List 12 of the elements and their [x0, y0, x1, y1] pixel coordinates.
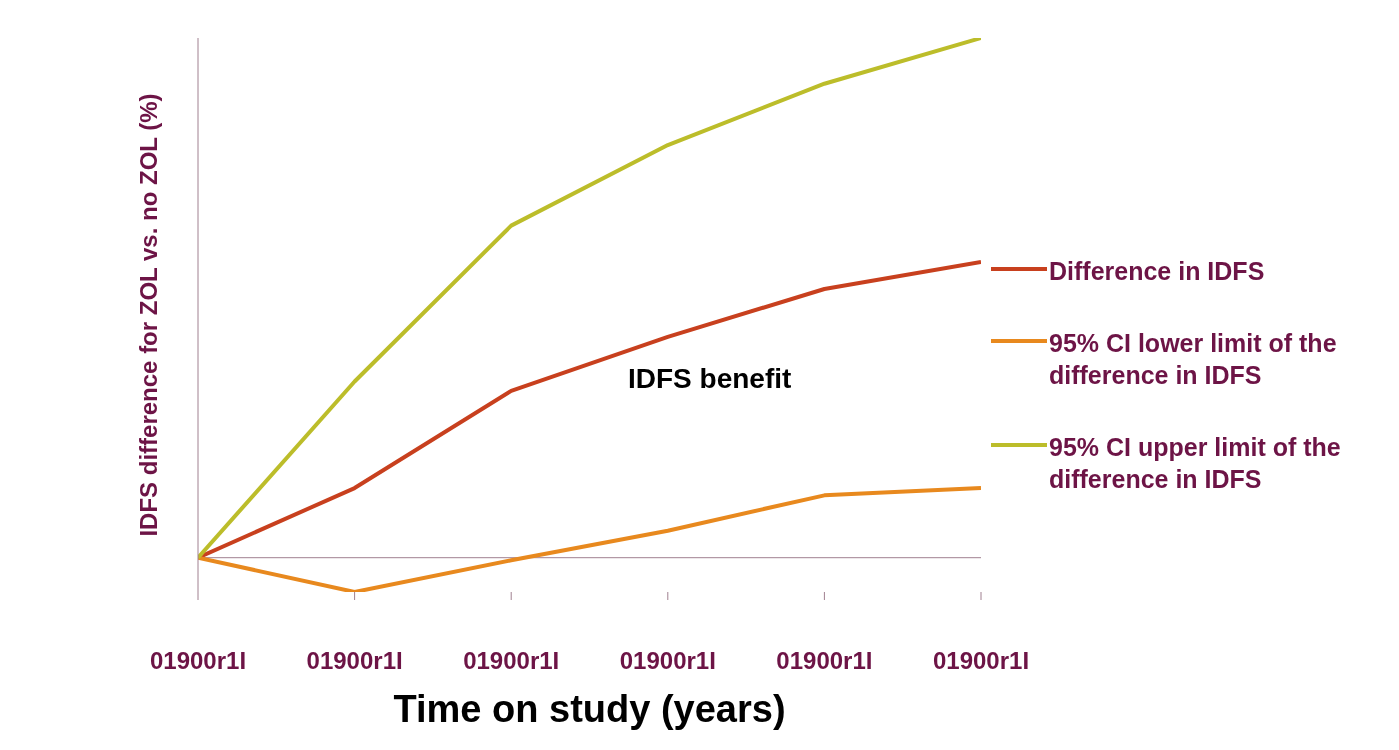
x-axis-title: Time on study (years): [393, 688, 786, 730]
x-tick-label: 01900r1I: [776, 647, 873, 675]
x-tick-label: 01900r1I: [619, 647, 716, 675]
legend-label: 95% CI lower limit of the difference in IDFS: [1049, 328, 1338, 391]
x-tick-label: 01900r1I: [463, 647, 560, 675]
legend-label: Difference in IDFS: [1049, 256, 1265, 287]
x-tick-label: 01900r1I: [932, 647, 1030, 675]
x-tick-label: 01900r1I: [149, 647, 247, 675]
annotation: IDFS benefit: [628, 363, 792, 395]
legend-label: 95% CI upper limit of the difference in IDFS: [1049, 432, 1342, 495]
x-tick-label: 01900r1I: [306, 647, 403, 675]
y-axis-title: IDFS difference for ZOL vs. no ZOL (%): [134, 93, 162, 537]
